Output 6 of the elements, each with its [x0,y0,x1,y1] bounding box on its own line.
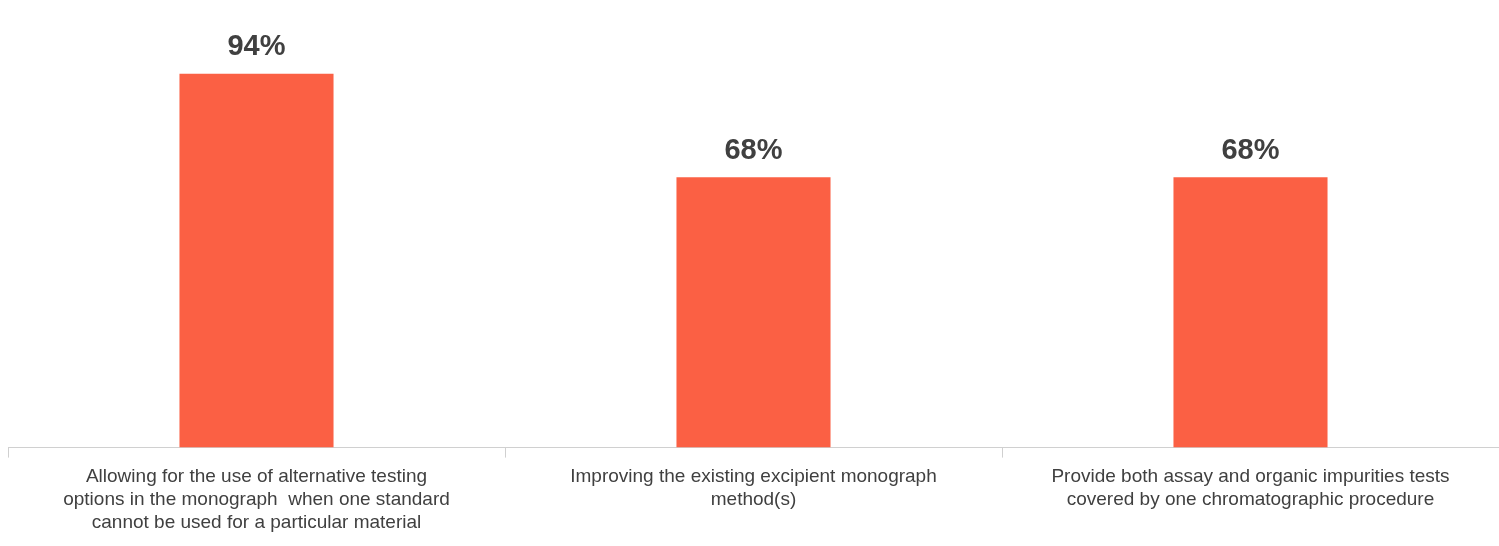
data-label: 68% [1221,132,1280,165]
data-label: 94% [227,29,286,62]
x-tick-label: Improving the existing excipient monograph method(s) [570,465,937,510]
data-label: 68% [724,132,783,165]
x-tick-label: Provide both assay and organic impurities tests covered by one chromatographic procedure [1051,465,1450,510]
x-tick-label: Allowing for the use of alternative testing options in the monograph when one standard cannot be used for a particular material [63,465,450,532]
